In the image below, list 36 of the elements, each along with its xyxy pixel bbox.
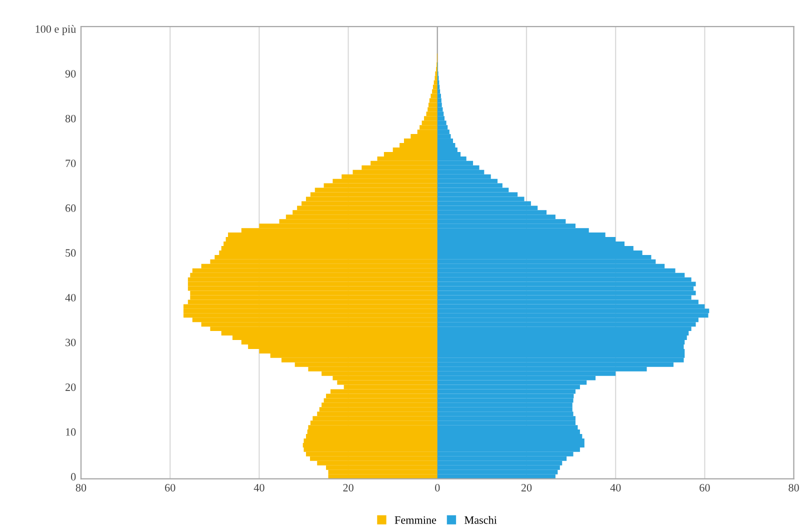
x-tick-label: 60 — [165, 484, 176, 492]
bar — [429, 98, 438, 103]
bar — [430, 94, 438, 98]
bar — [188, 286, 438, 291]
bar — [437, 89, 440, 94]
y-tick-label: 70 — [66, 160, 76, 168]
y-tick-label: 10 — [66, 428, 76, 436]
x-tick-label: 40 — [254, 484, 264, 492]
x-tick-label: 80 — [76, 484, 86, 492]
y-tick-label: 90 — [65, 70, 76, 78]
bar — [437, 286, 694, 291]
y-tick-label: 80 — [65, 114, 76, 122]
bar — [314, 188, 438, 192]
bar — [437, 98, 442, 103]
x-tick-label: 20 — [343, 484, 354, 492]
legend-label: Maschi — [464, 516, 497, 524]
bar — [306, 196, 438, 202]
y-tick-label: 100 e più — [36, 24, 76, 36]
x-tick-label: 60 — [700, 484, 710, 492]
x-tick-label: 40 — [610, 484, 621, 492]
y-tick-label: 20 — [66, 383, 76, 391]
bar — [437, 394, 574, 398]
y-tick-label: 0 — [71, 473, 76, 481]
x-tick-label: 20 — [521, 484, 532, 492]
y-tick-label: 50 — [66, 249, 76, 257]
y-tick-label: 60 — [66, 204, 76, 212]
bar — [437, 470, 558, 474]
bar — [328, 470, 438, 474]
legend-label: Femmine — [394, 516, 436, 524]
bar — [432, 89, 438, 94]
y-tick-label: 30 — [66, 338, 76, 346]
bar — [326, 394, 438, 398]
x-tick-label: 80 — [788, 484, 799, 492]
bar — [190, 295, 438, 300]
y-tick-label: 40 — [65, 294, 76, 302]
x-tick-label: 0 — [435, 484, 440, 492]
